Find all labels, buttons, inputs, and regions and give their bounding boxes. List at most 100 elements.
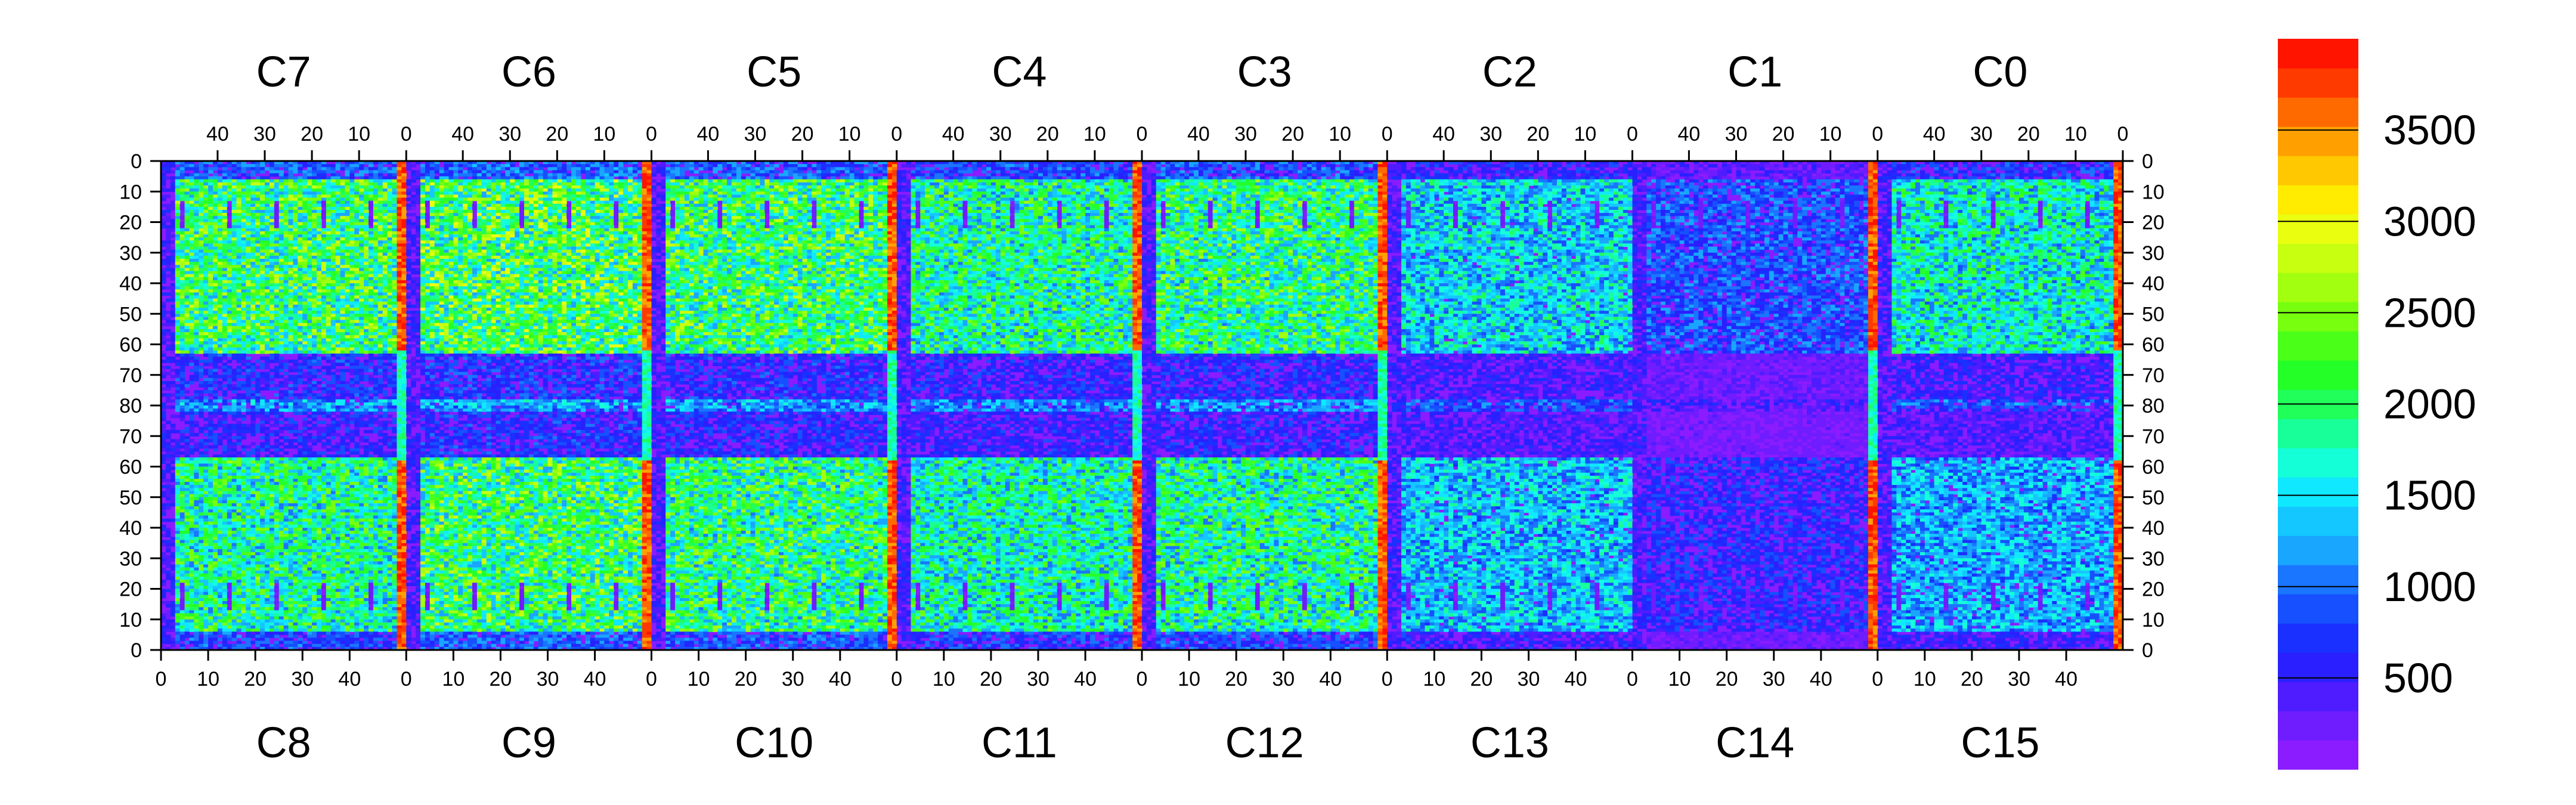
heatmap-cell: [354, 305, 360, 308]
heatmap-cell: [289, 387, 294, 391]
heatmap-cell: [250, 348, 256, 351]
heatmap-cell: [345, 286, 350, 290]
heatmap-cell: [222, 317, 228, 320]
heatmap-cell: [260, 177, 265, 180]
heatmap-cell: [194, 164, 199, 168]
heatmap-cell: [246, 311, 251, 314]
heatmap-cell: [383, 397, 388, 400]
heatmap-cell: [317, 332, 322, 336]
heatmap-cell: [232, 351, 237, 354]
heatmap-cell: [265, 289, 270, 293]
heatmap-cell: [397, 372, 402, 376]
heatmap-cell: [364, 228, 369, 232]
heatmap-cell: [194, 348, 199, 351]
heatmap-cell: [208, 341, 213, 345]
heatmap-cell: [208, 237, 213, 241]
heatmap-cell: [388, 262, 393, 265]
heatmap-cell: [171, 314, 176, 317]
heatmap-cell: [373, 167, 379, 171]
heatmap-cell: [189, 210, 194, 213]
heatmap-cell: [340, 265, 346, 268]
heatmap-cell: [388, 253, 393, 256]
heatmap-cell: [401, 369, 407, 373]
heatmap-cell: [270, 314, 275, 317]
heatmap-cell: [336, 243, 341, 247]
heatmap-cell: [336, 265, 341, 268]
heatmap-cell: [208, 326, 213, 330]
heatmap-cell: [227, 182, 233, 186]
heatmap-cell: [345, 240, 350, 244]
heatmap-cell: [397, 262, 402, 265]
heatmap-cell: [302, 357, 308, 360]
heatmap-cell: [373, 378, 379, 382]
heatmap-cell: [250, 286, 256, 290]
heatmap-cell: [369, 207, 374, 210]
heatmap-cell: [378, 179, 383, 183]
heatmap-cell: [237, 277, 242, 281]
heatmap-cell: [336, 191, 341, 195]
heatmap-cell: [302, 191, 308, 195]
heatmap-cell: [208, 271, 213, 275]
heatmap-cell: [213, 384, 218, 388]
heatmap-cell: [392, 357, 398, 360]
heatmap-cell: [171, 253, 176, 256]
heatmap-cell: [289, 219, 294, 222]
heatmap-cell: [237, 348, 242, 351]
heatmap-cell: [312, 357, 317, 360]
heatmap-cell: [213, 243, 218, 247]
heatmap-cell: [270, 237, 275, 241]
heatmap-cell: [241, 250, 246, 253]
heatmap-cell: [199, 289, 204, 293]
heatmap-cell: [241, 174, 246, 177]
heatmap-cell: [331, 231, 336, 235]
heatmap-cell: [237, 280, 242, 284]
heatmap-cell: [388, 341, 393, 345]
heatmap-cell: [274, 174, 280, 177]
heatmap-cell: [274, 253, 280, 256]
heatmap-cell: [279, 351, 284, 354]
heatmap-cell: [383, 194, 388, 198]
heatmap-cell: [373, 329, 379, 333]
heatmap-cell: [250, 234, 256, 238]
heatmap-cell: [307, 363, 312, 366]
heatmap-cell: [265, 372, 270, 376]
heatmap-cell: [326, 247, 332, 250]
heatmap-cell: [401, 329, 407, 333]
heatmap-cell: [359, 341, 364, 345]
heatmap-cell: [378, 262, 383, 265]
heatmap-cell: [222, 375, 228, 379]
heatmap-cell: [199, 400, 204, 403]
heatmap-cell: [317, 274, 322, 278]
heatmap-cell: [326, 384, 332, 388]
heatmap-cell: [354, 351, 360, 354]
heatmap-cell: [250, 265, 256, 268]
heatmap-cell: [250, 210, 256, 213]
heatmap-cell: [232, 170, 237, 174]
heatmap-cell: [293, 247, 298, 250]
heatmap-cell: [203, 188, 209, 192]
heatmap-cell: [199, 216, 204, 219]
heatmap-cell: [180, 228, 185, 232]
heatmap-cell: [203, 177, 209, 180]
heatmap-cell: [298, 247, 303, 250]
heatmap-cell: [250, 225, 256, 229]
heatmap-cell: [364, 366, 369, 369]
heatmap-cell: [194, 314, 199, 317]
heatmap-cell: [250, 397, 256, 400]
heatmap-cell: [331, 268, 336, 271]
heatmap-cell: [213, 174, 218, 177]
heatmap-cell: [312, 302, 317, 305]
heatmap-cell: [302, 234, 308, 238]
heatmap-cell: [265, 177, 270, 180]
heatmap-cell: [222, 341, 228, 345]
heatmap-cell: [369, 317, 374, 320]
heatmap-cell: [274, 237, 280, 241]
heatmap-cell: [284, 259, 289, 262]
heatmap-cell: [270, 216, 275, 219]
heatmap-cell: [218, 280, 223, 284]
heatmap-cell: [208, 185, 213, 189]
heatmap-cell: [175, 274, 181, 278]
heatmap-cell: [289, 213, 294, 216]
heatmap-cell: [222, 231, 228, 235]
heatmap-cell: [255, 317, 261, 320]
